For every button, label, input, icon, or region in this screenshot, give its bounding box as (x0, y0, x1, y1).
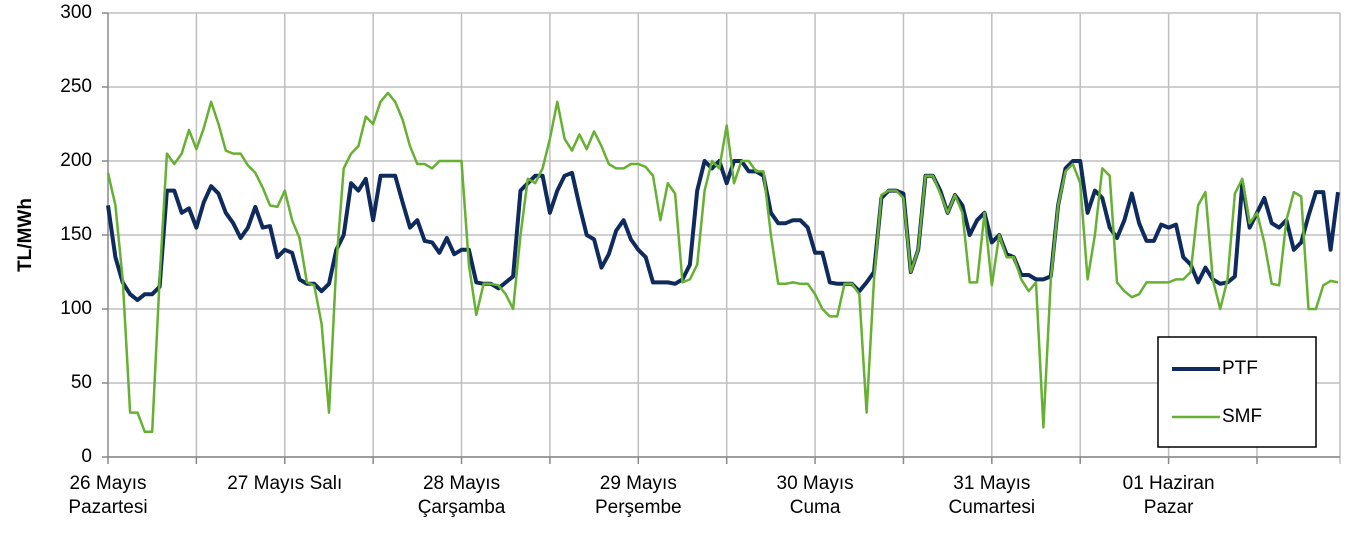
x-tick-label: 31 Mayıs Cumartesi (948, 473, 1036, 518)
series-line (106, 91, 1339, 434)
series-line (106, 159, 1340, 303)
y-axis-label: TL/MWh (15, 198, 36, 272)
y-tick-label: 50 (71, 372, 92, 393)
x-tick-label: 30 Mayıs Cuma (776, 473, 854, 518)
y-tick-label: 0 (81, 446, 92, 467)
x-tick-label: 26 Mayıs Pazartesi (68, 473, 148, 518)
legend-label: SMF (1222, 406, 1262, 427)
y-tick-label: 150 (60, 224, 92, 245)
y-tick-label: 100 (60, 298, 92, 319)
y-tick-label: 250 (60, 76, 92, 97)
y-tick-label: 300 (60, 2, 92, 23)
legend-box (1157, 336, 1317, 448)
x-tick-label: 01 Haziran Pazar (1122, 473, 1215, 518)
x-tick-label: 29 Mayıs Perşembe (594, 473, 682, 518)
x-tick-label: 28 Mayıs Çarşamba (417, 473, 506, 518)
x-tick-label: 27 Mayıs Salı (227, 473, 343, 494)
legend-label: PTF (1222, 358, 1258, 379)
y-tick-label: 200 (60, 150, 92, 171)
